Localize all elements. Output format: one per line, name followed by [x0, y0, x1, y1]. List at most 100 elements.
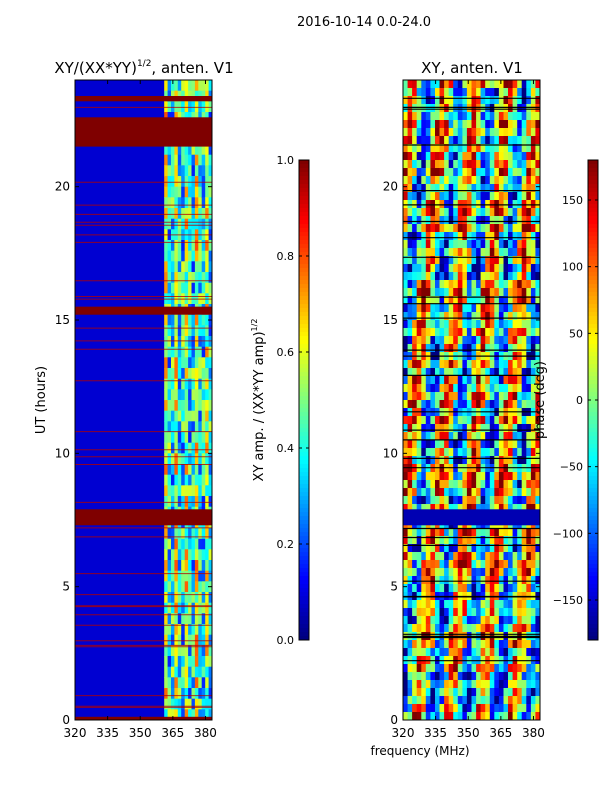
phase-cell: [521, 248, 527, 257]
phase-colorbar-segment: [588, 448, 598, 453]
amp-colorbar-segment: [299, 172, 309, 177]
phase-cell: [407, 368, 413, 377]
phase-cell: [512, 584, 518, 593]
amp-cell: [167, 261, 172, 273]
phase-cell: [498, 328, 504, 337]
amp-colorbar-segment: [299, 436, 309, 441]
phase-cell: [403, 344, 408, 353]
amp-cell: [201, 421, 206, 433]
amp-cell: [194, 154, 199, 166]
phase-cell: [521, 616, 527, 625]
phase-cell: [457, 104, 463, 113]
phase-cell: [498, 456, 504, 465]
phase-cell: [512, 696, 518, 705]
phase-cell: [403, 360, 408, 369]
amp-cell: [191, 357, 196, 369]
phase-cell: [462, 88, 468, 97]
phase-cell: [435, 432, 440, 441]
amp-cell: [188, 474, 192, 486]
phase-cell: [421, 232, 427, 241]
amp-cell: [177, 560, 182, 572]
phase-colorbar-segment: [588, 260, 598, 265]
phase-cell: [512, 288, 518, 297]
phase-cell: [494, 296, 500, 305]
phase-cell: [416, 216, 422, 225]
phase-cell: [498, 216, 504, 225]
phase-colorbar-segment: [588, 500, 598, 505]
phase-cell: [512, 144, 518, 153]
phase-cell: [412, 368, 418, 377]
phase-cell: [498, 272, 504, 281]
phase-cell: [430, 600, 436, 609]
phase-cell: [466, 640, 472, 649]
phase-cell: [508, 152, 513, 161]
phase-cell: [489, 184, 495, 193]
phase-colorbar-segment: [588, 368, 598, 373]
phase-cell: [494, 256, 500, 265]
phase-cell: [462, 472, 468, 481]
phase-cell: [425, 152, 431, 161]
phase-cell: [407, 312, 413, 321]
phase-cell: [466, 272, 472, 281]
phase-cell: [430, 448, 436, 457]
phase-cell: [494, 168, 500, 177]
phase-colorbar-segment: [588, 288, 598, 293]
phase-cell: [457, 624, 463, 633]
phase-colorbar-segment: [588, 440, 598, 445]
phase-cell: [480, 432, 486, 441]
amp-colorbar-segment: [299, 316, 309, 321]
phase-cell: [485, 256, 491, 265]
amp-cell: [177, 272, 182, 284]
phase-cell: [448, 528, 454, 537]
amp-cell: [198, 464, 203, 476]
phase-cell: [489, 280, 495, 289]
phase-cell: [494, 424, 500, 433]
phase-cell: [466, 248, 472, 257]
amp-cell: [208, 485, 213, 497]
phase-cell: [494, 368, 500, 377]
phase-cell: [485, 360, 491, 369]
phase-cell: [535, 144, 541, 153]
phase-cell: [494, 160, 500, 169]
phase-cell: [489, 712, 495, 721]
amp-cell: [191, 602, 196, 614]
phase-cell: [412, 544, 418, 553]
phase-cell: [466, 328, 472, 337]
phase-cell: [526, 480, 532, 489]
phase-cell: [521, 704, 527, 713]
phase-colorbar-segment: [588, 200, 598, 205]
phase-cell: [407, 152, 413, 161]
phase-cell: [485, 216, 491, 225]
phase-cell: [462, 136, 468, 145]
phase-cell: [421, 312, 427, 321]
phase-cell: [494, 704, 500, 713]
phase-cell: [480, 344, 486, 353]
phase-cell: [444, 240, 450, 249]
phase-cell: [526, 328, 532, 337]
phase-cell: [526, 128, 532, 137]
amp-cell: [167, 410, 172, 422]
phase-cell: [530, 456, 536, 465]
phase-cell: [480, 168, 486, 177]
amp-cell: [164, 485, 169, 497]
phase-cell: [485, 616, 491, 625]
amp-cell: [198, 698, 203, 710]
phase-cell: [453, 616, 459, 625]
amp-cell: [181, 208, 186, 220]
phase-cell: [517, 688, 523, 697]
phase-cell: [530, 88, 536, 97]
phase-cell: [430, 176, 436, 185]
phase-cell: [462, 552, 468, 561]
phase-cell: [503, 224, 509, 233]
phase-cell: [489, 560, 495, 569]
amp-cell: [184, 282, 189, 294]
phase-colorbar-tick-label: −150: [553, 594, 583, 607]
phase-cell: [457, 184, 463, 193]
phase-cell: [412, 456, 418, 465]
phase-cell: [489, 232, 495, 241]
phase-cell: [416, 384, 422, 393]
amp-cell: [174, 80, 179, 92]
phase-colorbar-segment: [588, 172, 598, 177]
phase-cell: [498, 496, 504, 505]
phase-cell: [485, 232, 491, 241]
